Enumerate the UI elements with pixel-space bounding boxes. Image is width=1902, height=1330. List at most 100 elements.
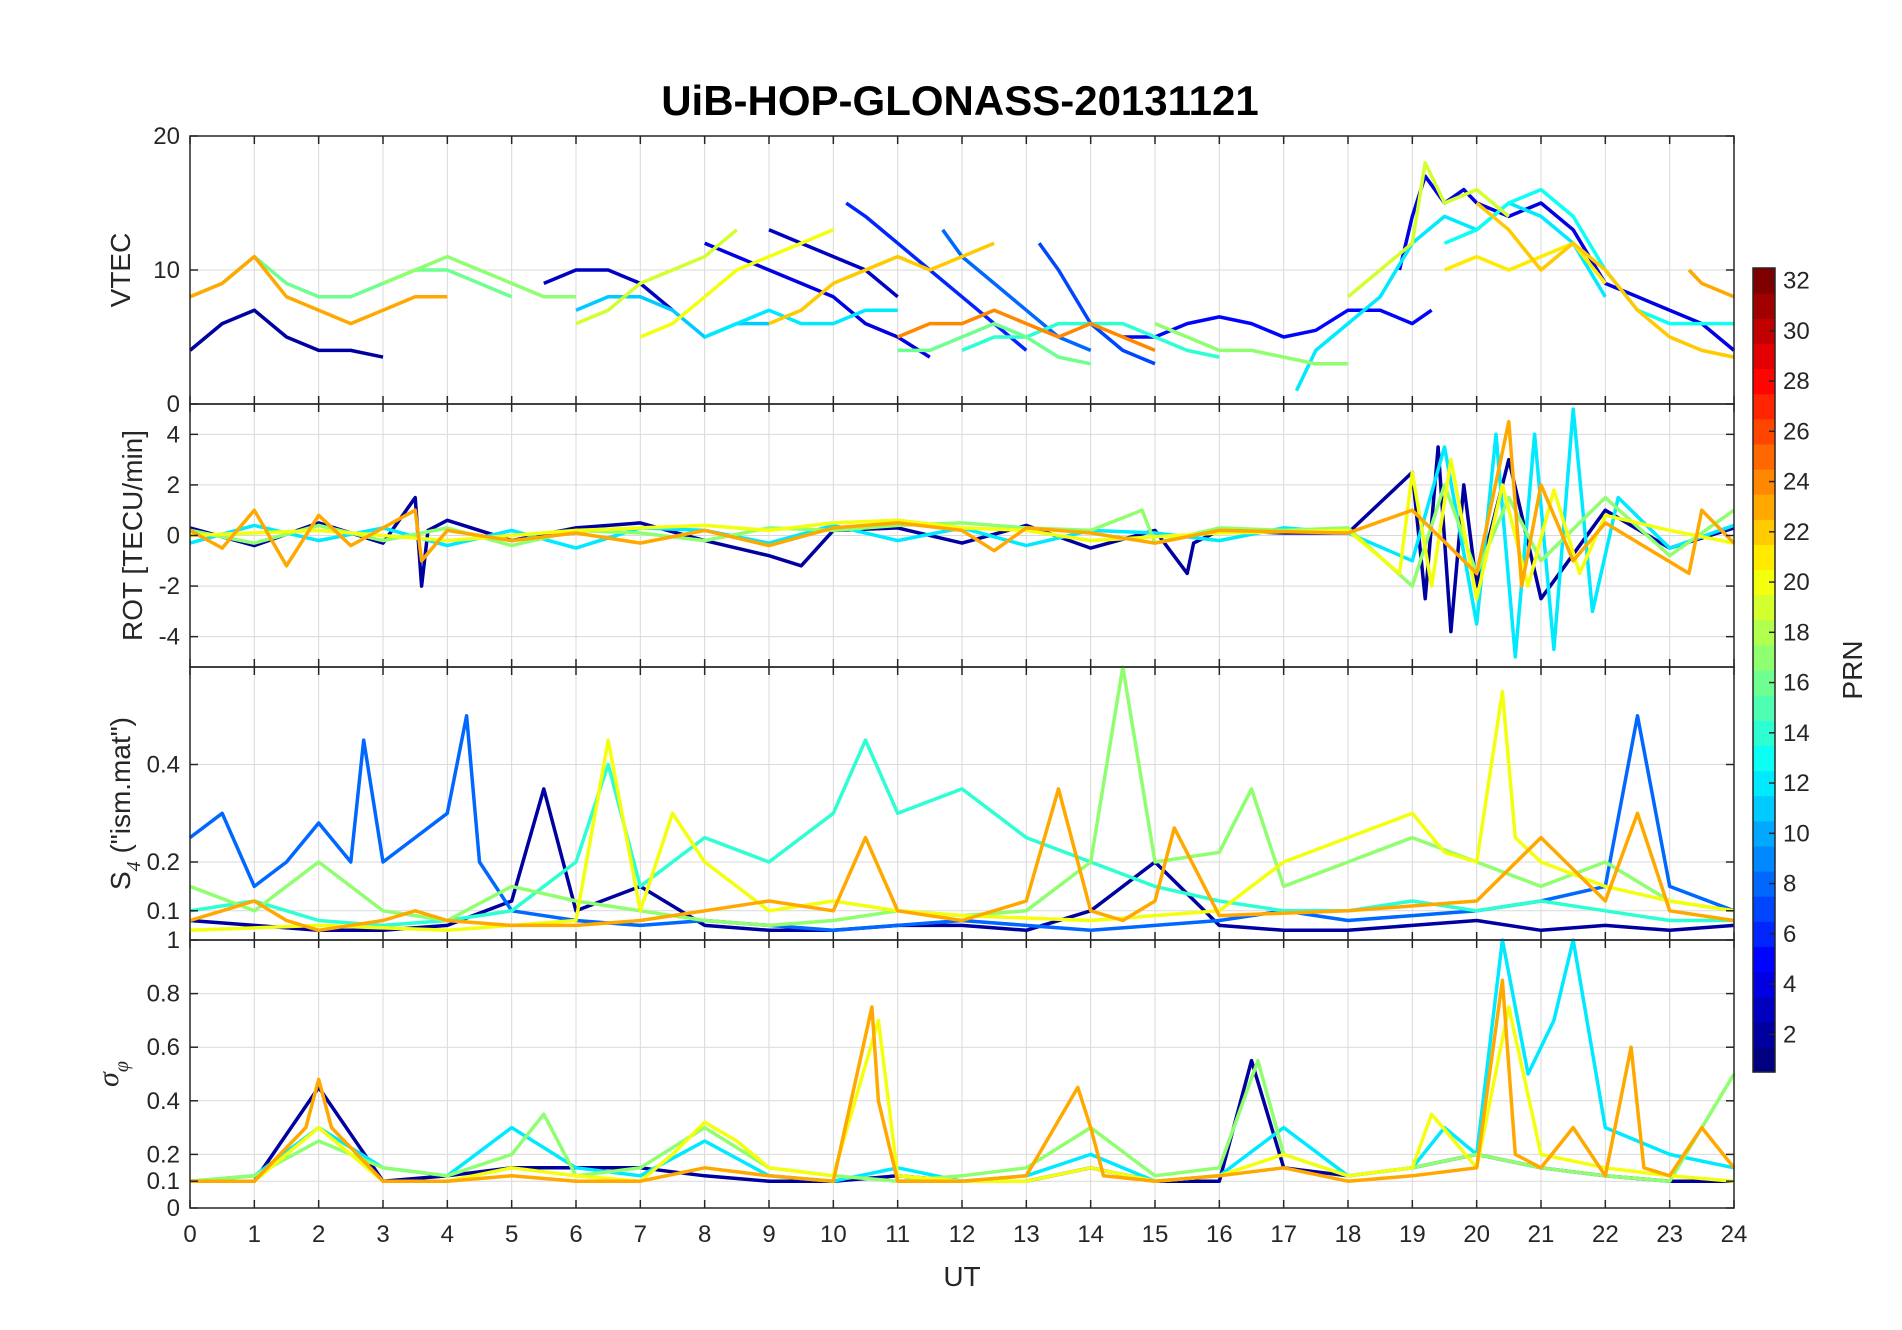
colorbar-segment [1753, 745, 1775, 772]
colorbar-segment [1753, 494, 1775, 520]
vtec-y-axis-label: VTEC [105, 233, 136, 308]
rot-grid [189, 404, 1735, 667]
series-line-prn-16 [897, 321, 1092, 366]
series-line-prn-23 [189, 419, 1736, 588]
colorbar-segment [1753, 695, 1775, 721]
y-tick-label: 0 [167, 1195, 180, 1222]
series-line-prn-23 [1687, 268, 1735, 299]
vtec-series [188, 161, 1736, 392]
x-tick-label: 15 [1142, 1221, 1169, 1248]
x-tick-label: 22 [1592, 1221, 1619, 1248]
colorbar-tick-label: 12 [1783, 770, 1810, 797]
s4-panel: 0.10.20.4S4 ("ism.mat") [105, 665, 1735, 941]
colorbar-segment [1753, 268, 1775, 294]
colorbar-segment [1753, 921, 1775, 947]
y-label-subscript: 4 [123, 861, 145, 871]
rot-series [189, 407, 1736, 659]
colorbar-segment [1753, 544, 1775, 571]
series-line-prn-23 [189, 787, 1735, 933]
x-tick-label: 19 [1399, 1221, 1426, 1248]
y-tick-label: 0.8 [147, 981, 180, 1008]
series-line-prn-5 [1122, 308, 1433, 339]
series-line-prn-17 [189, 1058, 1736, 1183]
colorbar-segment [1753, 1046, 1775, 1073]
colorbar-segment [1753, 619, 1775, 646]
colorbar-segment [1753, 770, 1775, 797]
series-line-prn-8 [941, 228, 1092, 353]
series-line-prn-24 [897, 308, 1156, 353]
colorbar-segment [1753, 644, 1775, 671]
y-tick-label: 0.6 [147, 1034, 180, 1061]
y-tick-label: 20 [153, 123, 180, 150]
colorbar-tick-label: 20 [1783, 569, 1810, 596]
series-line-prn-12 [1294, 201, 1607, 392]
x-tick-label: 0 [183, 1221, 196, 1248]
colorbar-segment [1753, 418, 1775, 445]
series-line-prn-12 [704, 308, 898, 339]
y-label-main: σ [92, 1071, 125, 1087]
colorbar-segment [1753, 318, 1775, 344]
x-tick-label: 11 [885, 1221, 910, 1248]
series-line-prn-22 [768, 241, 995, 326]
series-line-prn-17 [382, 254, 576, 299]
series-line-prn-20 [639, 228, 834, 339]
colorbar-segment [1753, 469, 1775, 495]
y-tick-label: -4 [159, 624, 180, 651]
series-line-prn-23 [190, 978, 1736, 1183]
series-line-prn-17 [1154, 321, 1348, 366]
y-label-rest: ("ism.mat") [105, 717, 136, 861]
x-axis-label: UT [943, 1261, 980, 1292]
colorbar-segment [1753, 996, 1775, 1023]
colorbar-segment [1753, 519, 1775, 545]
figure-title: UiB-HOP-GLONASS-20131121 [661, 77, 1259, 124]
y-tick-label: -2 [159, 573, 180, 600]
s4-y-axis-label: S4 ("ism.mat") [105, 717, 145, 890]
colorbar-segment [1753, 820, 1775, 847]
colorbar-segment [1753, 795, 1775, 822]
colorbar-tick-label: 28 [1783, 368, 1810, 395]
y-tick-label: 0.1 [147, 1168, 180, 1195]
x-tick-label: 13 [1013, 1221, 1040, 1248]
series-line-prn-14 [189, 738, 1734, 928]
series-line-prn-12 [189, 938, 1735, 1183]
colorbar-tick-label: 2 [1783, 1021, 1796, 1048]
y-label-subscript: φ [111, 1061, 133, 1072]
x-tick-label: 23 [1656, 1221, 1683, 1248]
y-tick-label: 0.2 [147, 1141, 180, 1168]
colorbar-segment [1753, 871, 1775, 897]
colorbar-tick-label: 6 [1783, 921, 1796, 948]
colorbar-tick-label: 30 [1783, 318, 1810, 345]
x-tick-label: 17 [1270, 1221, 1297, 1248]
colorbar-tick-label: 16 [1783, 670, 1810, 697]
x-tick-label: 3 [376, 1221, 389, 1248]
rot-y-axis-label: ROT [TECU/min] [117, 430, 148, 641]
y-label-main: S [105, 871, 136, 890]
sigma-phi-panel: 00.10.20.40.60.810 1 2 3 4 5 6 7 8 9 10 11 12 13 14 15 1… [92, 927, 1747, 1292]
x-tick-label: 24 [1721, 1221, 1748, 1248]
colorbar-tick-label: 24 [1783, 469, 1810, 496]
y-tick-label: 2 [167, 472, 180, 499]
colorbar-tick-label: 14 [1783, 720, 1810, 747]
y-tick-label: 0 [167, 391, 180, 418]
colorbar-segment [1753, 971, 1775, 998]
x-tick-label: 14 [1077, 1221, 1104, 1248]
colorbar-segment [1753, 594, 1775, 621]
colorbar-segment [1753, 293, 1775, 319]
colorbar-label: PRN [1837, 640, 1868, 699]
y-tick-label: 10 [153, 257, 180, 284]
colorbar-segment [1753, 368, 1775, 395]
x-tick-label: 9 [762, 1221, 775, 1248]
colorbar-segment [1753, 845, 1775, 872]
series-line-prn-19 [1346, 161, 1510, 299]
x-tick-label: 7 [634, 1221, 647, 1248]
x-tick-label: 10 [820, 1221, 847, 1248]
colorbar-segment [1753, 946, 1775, 973]
y-tick-label: 0.4 [147, 1088, 180, 1115]
x-tick-label: 5 [505, 1221, 518, 1248]
colorbar-segment [1753, 343, 1775, 370]
y-tick-label: 0 [167, 523, 180, 550]
x-tick-label: 2 [312, 1221, 325, 1248]
